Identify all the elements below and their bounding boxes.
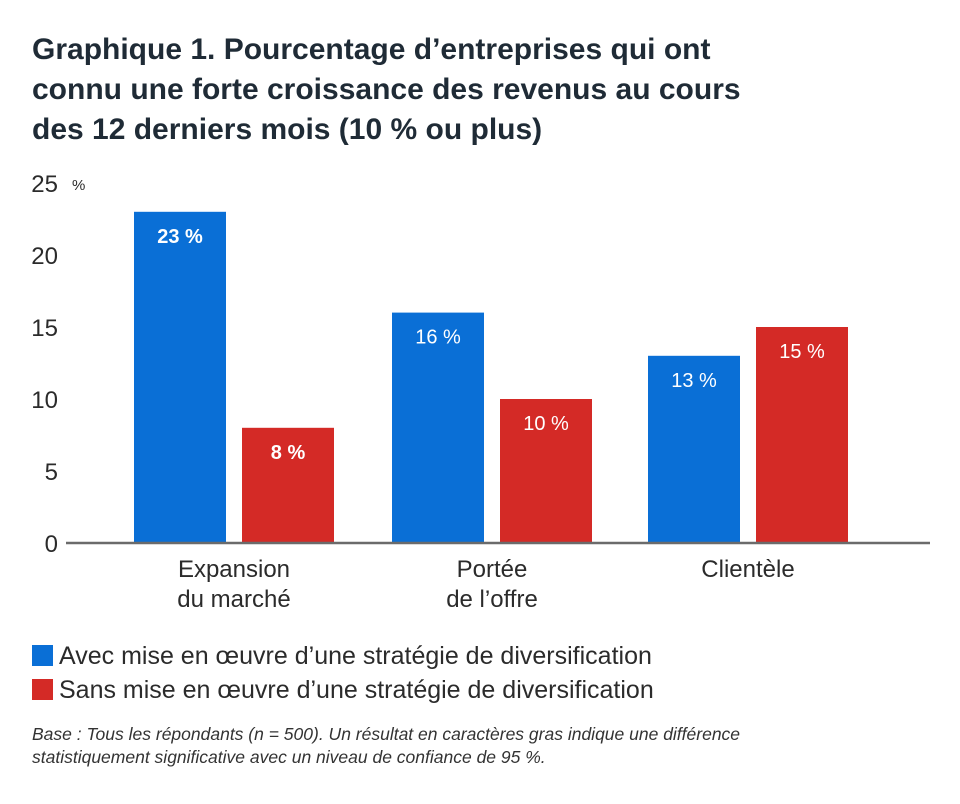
y-tick-label: 25 <box>31 171 58 198</box>
bar-value-label: 16 % <box>415 327 461 349</box>
x-axis-labels: Expansion du marché Portée de l’offre Client… <box>177 556 794 613</box>
bar-value-label: 23 % <box>157 226 203 248</box>
bar <box>392 312 484 543</box>
bar-chart: 0 5 10 15 20 25 % 23 % 16 % 13 % 8 % 10 % 15 % Exp… <box>31 171 930 613</box>
legend-swatch-red <box>32 679 53 700</box>
legend-label-with-strategy: Avec mise en œuvre d’une stratégie de di… <box>59 642 652 670</box>
y-tick-label: 0 <box>45 531 58 558</box>
chart-title: Graphique 1. Pourcentage d’entreprises q… <box>32 30 912 150</box>
chart-title-line-3: des 12 derniers mois (10 % ou plus) <box>32 113 543 146</box>
x-category-label: du marché <box>177 586 290 613</box>
footnote-line-2: statistiquement significative avec un ni… <box>32 747 546 767</box>
bar <box>648 355 740 543</box>
bar-labels: 23 % 16 % 13 % 8 % 10 % 15 % <box>157 226 825 464</box>
y-tick-label: 20 <box>31 243 58 270</box>
bar-value-label: 8 % <box>271 442 306 464</box>
x-category-label: Portée <box>457 556 528 583</box>
footnote-line-1: Base : Tous les répondants (n = 500). Un… <box>32 724 741 744</box>
y-axis-unit: % <box>72 177 85 194</box>
legend-label-without-strategy: Sans mise en œuvre d’une stratégie de di… <box>59 676 654 704</box>
chart-title-line-1: Graphique 1. Pourcentage d’entreprises q… <box>32 33 711 66</box>
bar-value-label: 15 % <box>779 341 825 363</box>
bar <box>756 327 848 543</box>
bar <box>500 399 592 543</box>
x-category-label: Expansion <box>178 556 290 583</box>
chart-title-line-2: connu une forte croissance des revenus a… <box>32 73 741 106</box>
bar <box>134 211 226 544</box>
bar <box>242 427 334 543</box>
legend-item-with-strategy: Avec mise en œuvre d’une stratégie de di… <box>32 641 652 671</box>
y-tick-label: 10 <box>31 387 58 414</box>
y-axis: 0 5 10 15 20 25 <box>31 171 58 558</box>
bar-value-label: 13 % <box>671 370 717 392</box>
bar-value-label: 10 % <box>523 413 569 435</box>
x-category-label: Clientèle <box>701 556 794 583</box>
bars <box>134 211 848 544</box>
y-tick-label: 15 <box>31 315 58 342</box>
footnote: Base : Tous les répondants (n = 500). Un… <box>32 723 922 769</box>
legend-swatch-blue <box>32 645 53 666</box>
y-tick-label: 5 <box>45 459 58 486</box>
legend-item-without-strategy: Sans mise en œuvre d’une stratégie de di… <box>32 675 654 705</box>
x-category-label: de l’offre <box>446 586 538 613</box>
